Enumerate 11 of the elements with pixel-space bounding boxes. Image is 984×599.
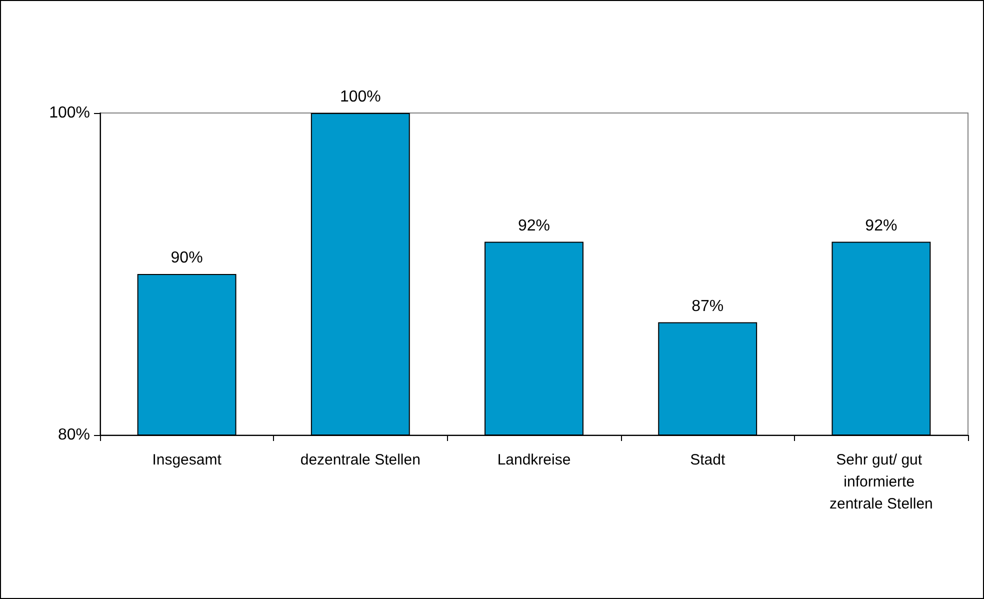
data-label: 100% [340,88,381,106]
data-label: 92% [518,217,550,234]
x-tick-label: Sehr gut/ gut informierte zentrale Stellen [829,452,933,512]
x-tick-label: dezentrale Stellen [300,452,420,468]
data-label: 87% [692,298,724,315]
data-label: 92% [865,217,898,234]
data-label: 90% [170,250,203,266]
y-tick-label: 80% [58,426,90,444]
x-tick-label: Landkreise [497,452,571,468]
x-tick-label: Insgesamt [152,452,222,468]
x-tick-label: Stadt [690,452,726,468]
